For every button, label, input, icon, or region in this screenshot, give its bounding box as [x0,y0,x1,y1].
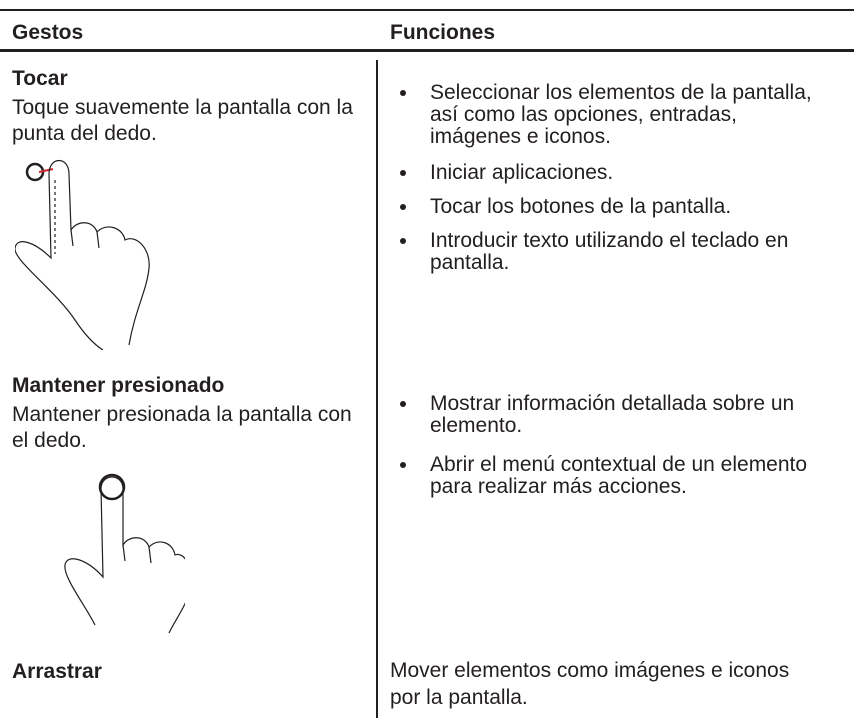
function-item: Introducir texto utilizando el teclado e… [430,229,789,274]
gesture-description: Mantener presionada la pantalla con el d… [12,403,352,452]
function-item: Mostrar información detallada sobre un e… [430,392,795,437]
gesture-name: Tocar [12,67,68,90]
function-text: Mover elementos como imágenes e iconos p… [390,659,790,709]
hold-illustration [64,473,185,634]
function-item: Seleccionar los elementos de la pantalla… [430,81,812,148]
top-rule [0,9,854,11]
tap-illustration [15,159,150,350]
gesture-name: Mantener presionado [12,374,225,397]
header-functions: Funciones [390,21,496,44]
function-item: Abrir el menú contextual de un elemento … [430,453,808,498]
function-item: Tocar los botones de la pantalla. [430,195,732,218]
header-gestures: Gestos [12,21,84,44]
function-item: Iniciar aplicaciones. [430,161,614,184]
column-divider [376,60,378,718]
gesture-name: Arrastrar [12,660,102,683]
gesture-description: Toque suavemente la pantalla con la punt… [12,96,353,145]
header-rule [0,49,854,52]
